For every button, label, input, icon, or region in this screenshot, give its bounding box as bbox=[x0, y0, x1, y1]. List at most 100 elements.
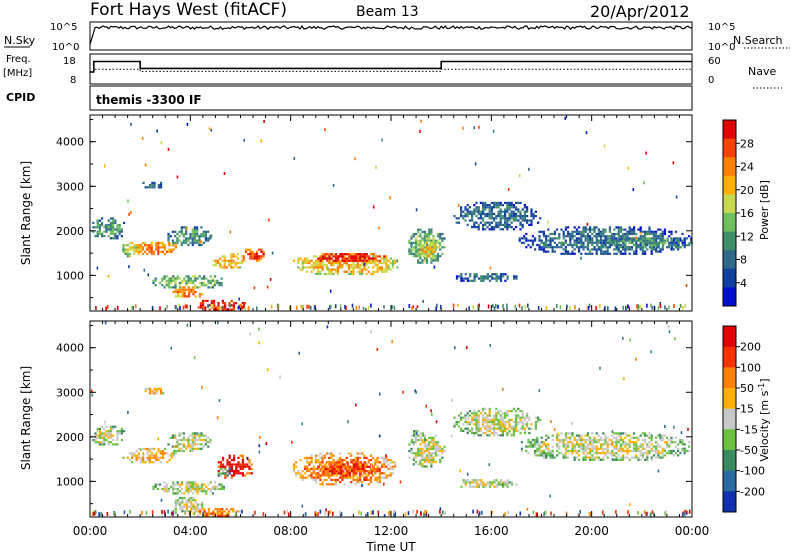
power-cell bbox=[650, 252, 653, 255]
power-cell bbox=[96, 226, 99, 229]
velocity-cell bbox=[98, 443, 101, 446]
velocity-cell bbox=[639, 452, 642, 455]
velocity-cell bbox=[178, 447, 181, 450]
power-cell bbox=[359, 257, 362, 260]
velocity-cell bbox=[214, 512, 217, 515]
velocity-cell bbox=[167, 490, 170, 493]
velocity-cell bbox=[219, 465, 222, 468]
velocity-cell bbox=[551, 438, 554, 442]
velocity-cell bbox=[600, 443, 603, 446]
power-clutter bbox=[587, 306, 590, 310]
power-cell bbox=[414, 233, 418, 236]
velocity-clutter bbox=[98, 512, 100, 517]
velocity-cell bbox=[368, 470, 371, 473]
velocity-cell bbox=[419, 461, 422, 464]
power-cell bbox=[604, 239, 607, 242]
velocity-cell bbox=[542, 452, 545, 455]
velocity-cell bbox=[482, 421, 485, 424]
velocity-cell bbox=[190, 501, 193, 504]
velocity-cell bbox=[475, 418, 478, 421]
power-cell bbox=[334, 253, 338, 256]
power-cell bbox=[206, 299, 209, 302]
power-clutter bbox=[391, 305, 393, 309]
power-cell bbox=[642, 237, 645, 240]
power-speckle bbox=[375, 165, 377, 169]
velocity-cell bbox=[233, 474, 236, 477]
power-cell bbox=[484, 212, 487, 215]
velocity-cell bbox=[359, 467, 362, 471]
power-cell bbox=[475, 275, 478, 278]
power-clutter bbox=[159, 306, 161, 311]
velocity-cell bbox=[536, 441, 539, 444]
power-cell bbox=[464, 277, 467, 280]
power-cell bbox=[525, 239, 528, 242]
power-cell bbox=[176, 275, 179, 278]
velocity-cell bbox=[216, 487, 219, 491]
power-speckle bbox=[640, 232, 642, 236]
power-cell bbox=[655, 246, 658, 249]
velocity-cell bbox=[325, 483, 329, 486]
velocity-echo-region bbox=[122, 447, 178, 464]
power-cell bbox=[427, 250, 430, 253]
power-cell bbox=[493, 277, 496, 280]
power-cell bbox=[677, 248, 680, 251]
power-cell bbox=[617, 246, 620, 249]
power-clutter bbox=[207, 304, 209, 308]
power-cell bbox=[137, 250, 140, 253]
power-cell bbox=[673, 237, 676, 240]
velocity-cell bbox=[326, 467, 329, 471]
power-cell bbox=[593, 230, 596, 233]
velocity-cell bbox=[378, 470, 381, 473]
power-cell bbox=[391, 259, 395, 262]
velocity-speckle bbox=[502, 387, 504, 391]
velocity-cell bbox=[510, 410, 513, 413]
velocity-cell bbox=[189, 434, 192, 437]
power-cell bbox=[471, 279, 474, 282]
power-cell bbox=[348, 253, 351, 256]
power-cell bbox=[497, 226, 500, 229]
power-cell bbox=[432, 235, 435, 238]
velocity-cell bbox=[176, 443, 179, 446]
velocity-cell bbox=[432, 445, 435, 448]
power-colorbar-tick-label: 28 bbox=[740, 137, 754, 150]
velocity-cell bbox=[674, 436, 677, 439]
velocity-cell bbox=[646, 456, 649, 459]
power-cell bbox=[427, 246, 430, 249]
power-cell bbox=[593, 241, 596, 244]
power-speckle bbox=[507, 188, 510, 191]
power-cell bbox=[383, 259, 386, 262]
velocity-cell bbox=[337, 465, 340, 468]
power-cell bbox=[361, 253, 364, 256]
power-cell bbox=[424, 250, 428, 253]
power-cell bbox=[512, 206, 515, 209]
power-cell bbox=[350, 266, 353, 269]
power-cell bbox=[211, 279, 214, 282]
velocity-cell bbox=[508, 421, 511, 424]
velocity-clutter bbox=[425, 512, 428, 517]
velocity-clutter bbox=[389, 511, 391, 516]
power-cell bbox=[332, 255, 335, 258]
power-cell bbox=[508, 204, 511, 207]
power-cell bbox=[600, 232, 603, 236]
velocity-clutter bbox=[404, 512, 407, 517]
power-cell bbox=[562, 252, 565, 255]
velocity-cell bbox=[299, 474, 302, 477]
velocity-cell bbox=[343, 476, 346, 479]
power-cell bbox=[339, 255, 342, 258]
power-cell bbox=[635, 252, 638, 255]
velocity-cell bbox=[308, 474, 311, 477]
velocity-cell bbox=[439, 447, 442, 450]
velocity-cell bbox=[648, 445, 651, 448]
power-cell bbox=[473, 204, 476, 207]
power-cell bbox=[613, 241, 616, 244]
power-cell bbox=[600, 244, 603, 247]
power-cell bbox=[521, 208, 524, 211]
velocity-cell bbox=[198, 436, 201, 439]
power-cell bbox=[499, 201, 502, 204]
power-cell bbox=[486, 204, 489, 207]
power-cell bbox=[174, 235, 177, 238]
power-cell bbox=[101, 232, 104, 235]
velocity-cell bbox=[423, 458, 426, 461]
velocity-cell bbox=[646, 434, 649, 437]
power-cell bbox=[551, 250, 554, 253]
